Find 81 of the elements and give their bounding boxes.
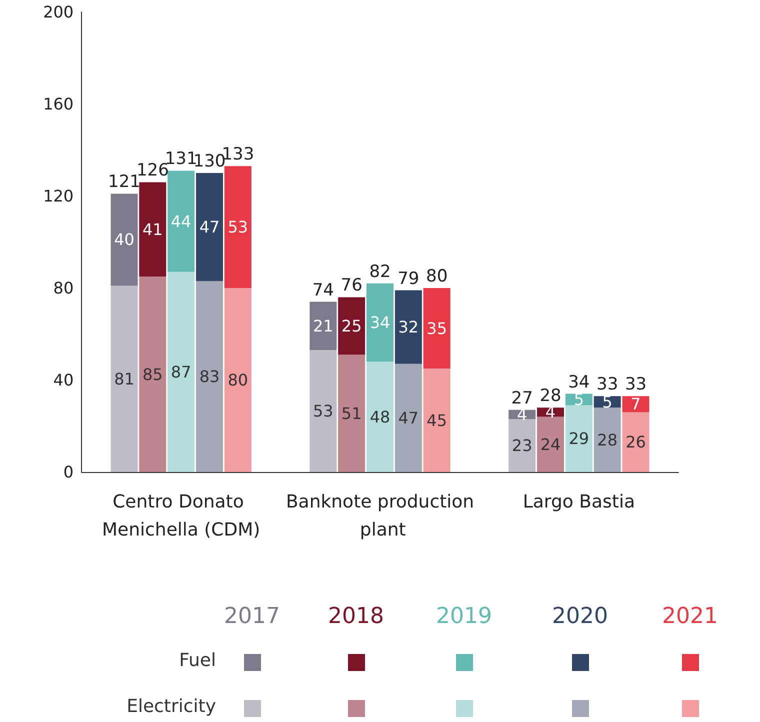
y-tick-label: 120 (43, 186, 74, 206)
data-label: 48 (370, 407, 390, 426)
data-label: 32 (398, 318, 419, 337)
data-label: 51 (341, 404, 362, 423)
legend-label: Electricity (126, 696, 216, 717)
data-label: 85 (142, 364, 163, 384)
data-label: 80 (228, 370, 248, 390)
legend-label: Fuel (179, 650, 216, 671)
data-label: 7 (630, 394, 641, 414)
x-tick-label: Centro Donato Menichella (CDM) (102, 492, 260, 540)
text: 2021 (661, 604, 719, 629)
text: 2019 (435, 604, 493, 629)
total-label: 76 (340, 276, 362, 296)
x-tick-label: Banknote production plant (286, 492, 474, 540)
data-label: 5 (574, 390, 584, 410)
data-label: 25 (341, 316, 362, 336)
bar (423, 368, 450, 472)
data-label: 41 (142, 220, 163, 239)
bar (622, 412, 650, 472)
bar (224, 288, 252, 472)
bar (537, 416, 564, 472)
total-label: 34 (568, 372, 590, 392)
total-label: 33 (624, 374, 647, 395)
total-label: 82 (369, 262, 391, 282)
total-label: 79 (398, 268, 420, 289)
bar (394, 290, 422, 364)
y-tick-label: 160 (43, 94, 74, 114)
bar (224, 166, 252, 288)
bar (622, 396, 650, 412)
data-label: 87 (170, 362, 192, 382)
text: 2020 (551, 604, 609, 629)
data-label: 28 (597, 430, 618, 450)
data-label: 21 (312, 316, 334, 336)
bar (338, 297, 366, 355)
bar (139, 276, 166, 472)
bar (594, 408, 621, 472)
total-label: 80 (426, 266, 448, 286)
data-label: 47 (199, 218, 220, 237)
bar (139, 182, 166, 276)
total-label: 74 (312, 280, 334, 300)
data-label: 34 (370, 313, 390, 332)
data-label: 5 (602, 392, 612, 412)
bar (366, 283, 394, 362)
data-label: 24 (540, 434, 561, 454)
data-label: 53 (312, 402, 334, 421)
bar (394, 364, 422, 472)
y-tick-label: 40 (53, 370, 74, 390)
data-label: 40 (114, 230, 134, 250)
data-label: 81 (114, 369, 134, 388)
total-label: 121 (108, 172, 140, 192)
total-label: 27 (511, 388, 533, 408)
x-tick-label: Largo Bastia (522, 492, 635, 512)
y-tick-label: 80 (53, 278, 74, 298)
data-label: 35 (426, 318, 448, 338)
text: 2018 (327, 604, 385, 629)
y-tick-label: 200 (43, 2, 74, 22)
bar (110, 194, 138, 286)
bar (565, 405, 592, 472)
data-label: 47 (398, 408, 419, 428)
data-label: 53 (228, 218, 248, 237)
bar (423, 288, 450, 368)
bar (196, 173, 223, 282)
bar (508, 419, 536, 472)
data-label: 26 (626, 432, 646, 452)
bar (168, 272, 195, 472)
bar (338, 354, 366, 472)
data-label: 29 (568, 429, 590, 448)
data-label: 44 (170, 212, 192, 231)
bar (168, 170, 195, 272)
data-label: 23 (512, 436, 532, 456)
bar (310, 302, 337, 350)
total-label: 28 (540, 386, 562, 406)
bar (310, 350, 337, 472)
text: 2017 (223, 604, 281, 629)
bar (110, 286, 138, 472)
data-label: 45 (426, 410, 448, 430)
data-label: 83 (199, 367, 220, 386)
bar (196, 281, 223, 472)
y-tick-label: 0 (63, 462, 74, 482)
bar (366, 362, 394, 472)
total-label: 33 (596, 374, 618, 395)
